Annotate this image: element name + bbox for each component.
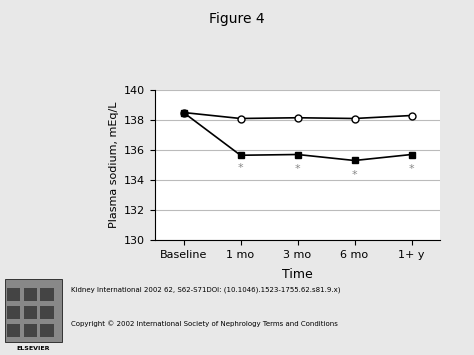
- Bar: [24, 323, 37, 337]
- Text: *: *: [352, 169, 357, 180]
- Y-axis label: Plasma sodium, mEq/L: Plasma sodium, mEq/L: [109, 102, 118, 228]
- Bar: [24, 288, 37, 301]
- Bar: [40, 306, 54, 319]
- Text: ELSEVIER: ELSEVIER: [17, 345, 50, 350]
- Bar: [5, 279, 62, 342]
- Text: Kidney International 2002 62, S62-S71DOI: (10.1046).1523-1755.62.s81.9.x): Kidney International 2002 62, S62-S71DOI…: [71, 287, 341, 294]
- Bar: [7, 323, 20, 337]
- Text: Figure 4: Figure 4: [209, 12, 265, 26]
- Text: *: *: [409, 164, 414, 174]
- Bar: [7, 288, 20, 301]
- Bar: [40, 288, 54, 301]
- Bar: [24, 306, 37, 319]
- Text: *: *: [295, 164, 301, 174]
- Text: Copyright © 2002 International Society of Nephrology Terms and Conditions: Copyright © 2002 International Society o…: [71, 320, 338, 327]
- Bar: [40, 323, 54, 337]
- Bar: [7, 306, 20, 319]
- Text: *: *: [237, 164, 243, 174]
- X-axis label: Time: Time: [282, 268, 313, 281]
